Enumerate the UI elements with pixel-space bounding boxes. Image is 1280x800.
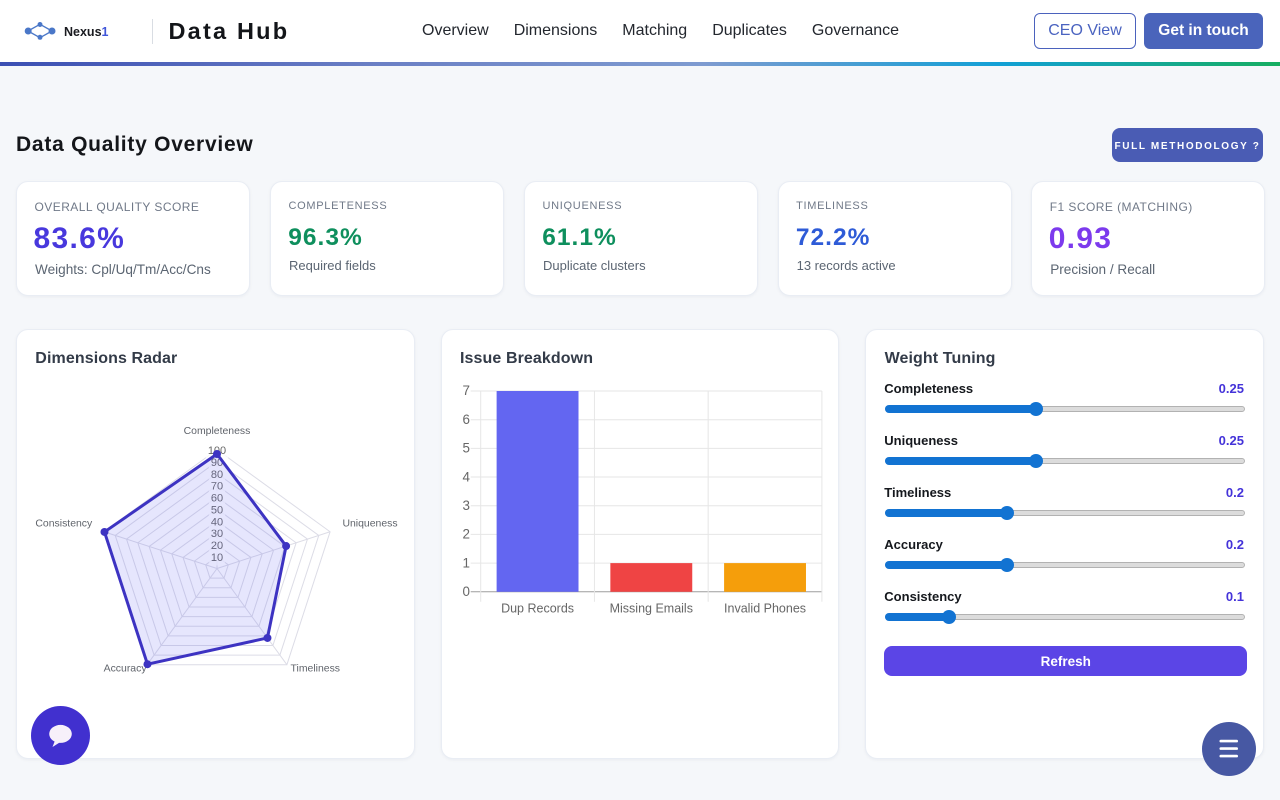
svg-text:20: 20: [211, 540, 223, 552]
svg-text:60: 60: [211, 493, 223, 505]
svg-text:Uniqueness: Uniqueness: [342, 519, 397, 530]
svg-text:4: 4: [462, 469, 470, 484]
svg-text:10: 10: [211, 552, 223, 564]
svg-text:Missing Emails: Missing Emails: [609, 601, 692, 615]
svg-text:1: 1: [462, 555, 469, 570]
svg-text:30: 30: [211, 528, 223, 540]
svg-text:40: 40: [211, 516, 223, 528]
svg-text:7: 7: [462, 383, 469, 398]
svg-text:Dup Records: Dup Records: [501, 601, 574, 615]
svg-text:80: 80: [211, 469, 223, 481]
svg-text:50: 50: [211, 504, 223, 516]
svg-text:Consistency: Consistency: [35, 519, 93, 530]
svg-text:0: 0: [462, 584, 469, 599]
svg-text:Timeliness: Timeliness: [291, 664, 341, 675]
svg-text:3: 3: [462, 498, 469, 513]
svg-text:5: 5: [462, 441, 469, 456]
svg-text:Accuracy: Accuracy: [104, 664, 148, 675]
svg-text:Completeness: Completeness: [184, 426, 251, 437]
svg-text:Invalid Phones: Invalid Phones: [724, 601, 806, 615]
svg-text:6: 6: [462, 412, 469, 427]
svg-text:2: 2: [462, 527, 469, 542]
svg-text:70: 70: [211, 481, 223, 493]
